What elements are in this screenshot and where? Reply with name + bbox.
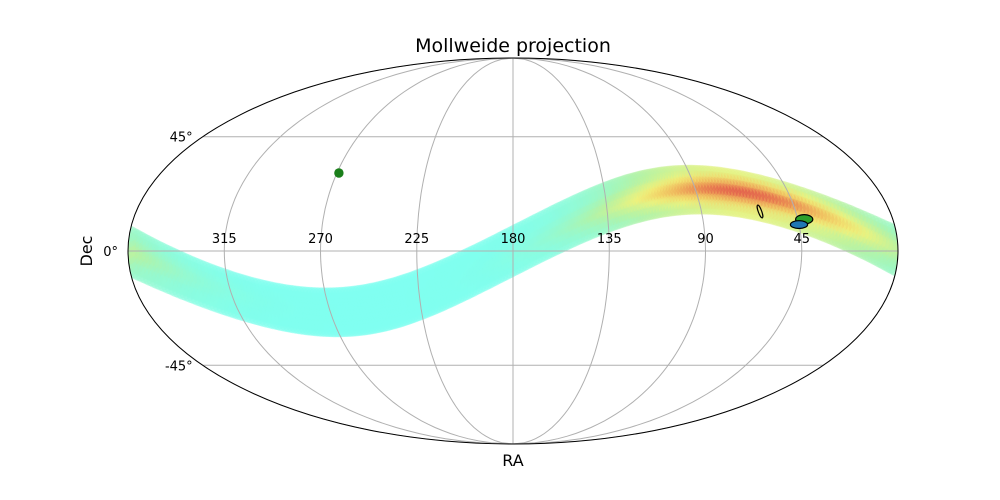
chart-title: Mollweide projection — [415, 35, 611, 57]
x-tick-label: 270 — [308, 232, 333, 247]
graticule — [128, 58, 898, 444]
y-axis-label: Dec — [77, 236, 96, 267]
x-tick-label: 315 — [212, 232, 237, 247]
y-tick-label: 45° — [170, 131, 193, 146]
x-tick-label: 180 — [501, 232, 526, 247]
marker-ellipse — [756, 204, 764, 219]
x-tick-label: 90 — [697, 232, 714, 247]
x-tick-label: 45 — [794, 232, 811, 247]
x-tick-label: 225 — [404, 232, 429, 247]
x-tick-label: 135 — [597, 232, 622, 247]
marker-circle — [334, 168, 344, 178]
tick-labels: 315 270 225 180 135 90 45 45° 0° -45° — [103, 131, 810, 375]
x-axis-label: RA — [502, 451, 523, 470]
probability-band — [128, 164, 898, 338]
sky-boundary — [127, 57, 899, 445]
markers — [334, 168, 814, 230]
marker-ellipse — [789, 220, 809, 230]
y-tick-label: -45° — [165, 359, 193, 374]
y-tick-label: 0° — [103, 245, 118, 260]
